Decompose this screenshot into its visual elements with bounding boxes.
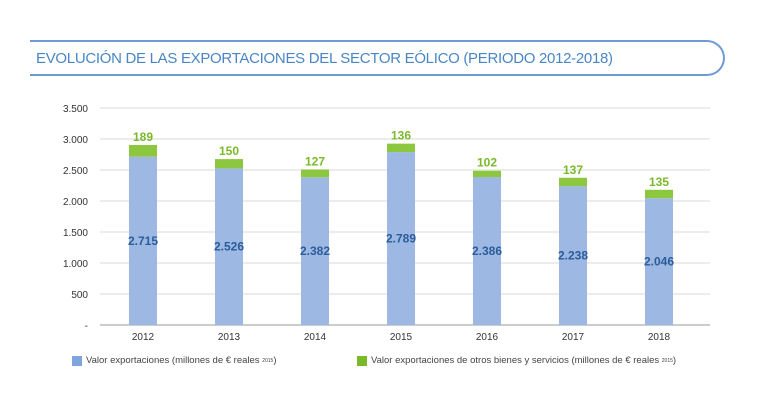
y-tick-label: 3.000	[63, 135, 88, 146]
bar-exports	[387, 152, 415, 325]
legend-item-exports: Valor exportaciones (millones de € reale…	[72, 355, 277, 366]
data-label-exports: 2.789	[386, 232, 416, 246]
data-label-exports: 2.382	[300, 244, 330, 258]
y-tick-label: 3.500	[63, 104, 88, 115]
bar-exports	[645, 198, 673, 325]
y-tick-label: 500	[71, 290, 88, 301]
data-label-exports: 2.386	[472, 244, 502, 258]
x-tick-label: 2017	[562, 332, 585, 343]
x-tick-label: 2016	[476, 332, 499, 343]
data-label-exports: 2.046	[644, 255, 674, 269]
bar-exports	[301, 177, 329, 325]
y-tick-label: -	[85, 321, 88, 332]
data-label-other: 135	[649, 175, 669, 189]
legend-sub: 2015	[661, 357, 673, 364]
data-label-other: 127	[305, 154, 325, 168]
bar-other	[473, 170, 501, 178]
x-tick-label: 2012	[132, 332, 155, 343]
legend-swatch-blue	[72, 355, 82, 366]
data-label-exports: 2.526	[214, 240, 244, 254]
x-tick-label: 2014	[304, 332, 327, 343]
legend-sub: 2015	[262, 357, 274, 364]
bar-other	[215, 159, 243, 169]
data-label-other: 189	[133, 130, 153, 144]
bar-exports	[559, 186, 587, 325]
y-tick-label: 2.500	[63, 166, 88, 177]
legend-label: Valor exportaciones de otros bienes y se…	[371, 355, 660, 366]
data-label-other: 137	[563, 163, 583, 177]
legend-item-other: Valor exportaciones de otros bienes y se…	[357, 355, 676, 366]
y-tick-label: 1.500	[63, 228, 88, 239]
bar-exports	[215, 168, 243, 325]
data-label-exports: 2.715	[128, 234, 158, 248]
legend-swatch-green	[357, 355, 367, 366]
bar-other	[559, 177, 587, 187]
title-frame	[30, 40, 725, 76]
bar-other	[301, 169, 329, 178]
legend-label: Valor exportaciones (millones de € reale…	[86, 355, 260, 366]
data-label-other: 102	[477, 156, 497, 170]
bar-other	[129, 144, 157, 157]
bar-other	[645, 189, 673, 199]
y-tick-label: 2.000	[63, 197, 88, 208]
x-tick-label: 2013	[218, 332, 241, 343]
chart-title: EVOLUCIÓN DE LAS EXPORTACIONES DEL SECTO…	[36, 50, 613, 67]
data-label-other: 150	[219, 144, 239, 158]
bar-exports	[129, 156, 157, 325]
y-tick-label: 1.000	[63, 259, 88, 270]
bar-other	[387, 143, 415, 153]
data-label-other: 136	[391, 129, 411, 143]
bar-exports	[473, 177, 501, 325]
x-tick-label: 2018	[648, 332, 671, 343]
x-tick-label: 2015	[390, 332, 413, 343]
data-label-exports: 2.238	[558, 249, 588, 263]
